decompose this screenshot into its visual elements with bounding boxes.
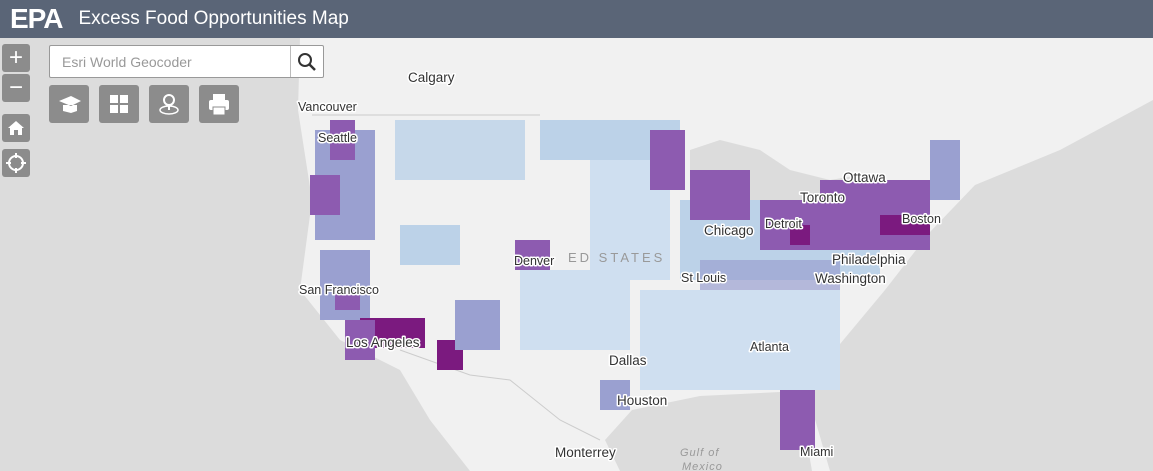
locate-icon (6, 153, 26, 173)
map-label: Denver (514, 254, 554, 268)
zoom-in[interactable]: + (2, 44, 30, 72)
map-label: Los Angeles (346, 335, 420, 350)
search-button[interactable] (290, 46, 323, 77)
search-icon (298, 53, 316, 71)
patch (780, 390, 815, 450)
patch (930, 140, 960, 200)
locate-button[interactable] (2, 149, 30, 177)
icon (159, 94, 179, 115)
map-label: Washington (815, 271, 886, 286)
home-button[interactable] (2, 114, 30, 142)
map-label: Seattle (318, 131, 357, 145)
patch (310, 175, 340, 215)
map-label: Mexico (682, 461, 723, 471)
county-patches (310, 120, 960, 450)
map-label: ED STATES (568, 250, 665, 265)
patch (515, 240, 550, 270)
icon (110, 95, 128, 113)
icon (209, 94, 229, 116)
atlantic-ocean (805, 100, 1153, 471)
map-label: Gulf of (680, 447, 719, 459)
map-label: Calgary (408, 70, 455, 85)
patch (330, 120, 355, 160)
patch (650, 130, 685, 190)
patch (600, 380, 630, 410)
patch (640, 290, 840, 390)
patch (520, 270, 630, 350)
print-button[interactable] (199, 85, 239, 123)
map-labels: Calgary Vancouver Seattle Ottawa Toronto… (297, 69, 943, 471)
map-label: Ottawa (843, 170, 886, 185)
basemap-button[interactable] (99, 85, 139, 123)
home-icon (8, 121, 24, 135)
layers-button[interactable] (49, 85, 89, 123)
patch (335, 290, 360, 310)
map-label: St Louis (681, 271, 726, 285)
pacific-ocean (0, 38, 470, 471)
map-label: Philadelphia (832, 252, 906, 267)
gulf-of-mexico (605, 392, 812, 471)
map-label: Atlanta (750, 340, 789, 354)
map-label: San Francisco (299, 283, 379, 297)
patch (880, 215, 930, 235)
header: EPA Excess Food Opportunities Map (0, 0, 1153, 38)
search-box[interactable]: Esri World Geocoder (49, 45, 324, 78)
patch (395, 120, 525, 180)
map-label: Monterrey (555, 445, 616, 460)
map-label: Houston (617, 393, 667, 408)
icon (59, 96, 81, 113)
map-label: Detroit (765, 217, 802, 231)
map-label: Chicago (704, 223, 754, 238)
patch (790, 225, 810, 245)
map-label: Miami (800, 445, 833, 459)
location-button[interactable] (149, 85, 189, 123)
title: Excess Food Opportunities Map (78, 8, 349, 29)
patch (455, 300, 500, 350)
search-placeholder: Esri World Geocoder (62, 54, 192, 70)
patch (690, 170, 750, 220)
zoom-out[interactable]: − (2, 74, 30, 102)
logo: EPA (10, 3, 63, 34)
patch (345, 320, 375, 360)
patch (700, 260, 840, 290)
map-label: Toronto (800, 190, 845, 205)
map-label: Dallas (609, 353, 647, 368)
patch (400, 225, 460, 265)
map-label: Vancouver (298, 100, 357, 114)
map-label: Boston (902, 212, 941, 226)
